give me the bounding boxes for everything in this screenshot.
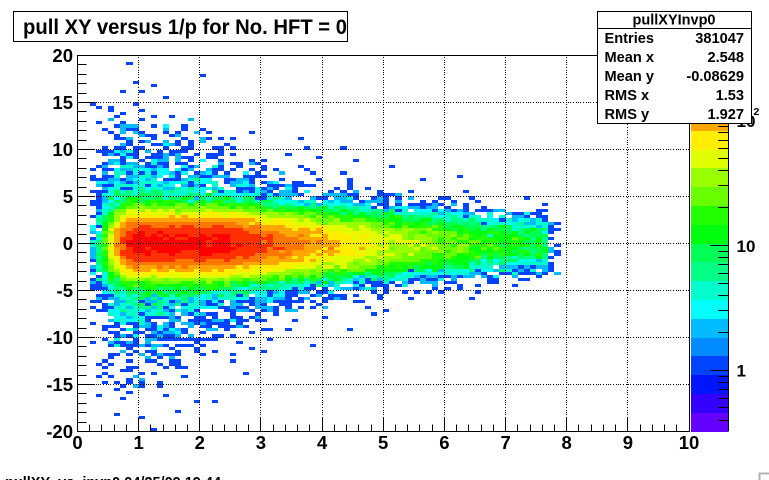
svg-text:10: 10	[52, 139, 73, 160]
svg-text:8: 8	[562, 432, 572, 453]
svg-text:Entries: Entries	[605, 31, 654, 47]
svg-text:3: 3	[256, 432, 266, 453]
svg-text:Mean y: Mean y	[605, 69, 655, 85]
svg-text:0: 0	[63, 233, 73, 254]
svg-text:-0.08629: -0.08629	[686, 69, 744, 85]
svg-text:5: 5	[378, 432, 388, 453]
svg-text:20: 20	[52, 45, 73, 66]
svg-text:1: 1	[737, 362, 746, 381]
svg-text:-15: -15	[46, 374, 73, 395]
svg-text:7: 7	[500, 432, 510, 453]
svg-text:-5: -5	[57, 280, 73, 301]
svg-text:pullXYInvp0: pullXYInvp0	[633, 13, 716, 29]
svg-text:6: 6	[439, 432, 449, 453]
svg-text:pullXY_vs_invp0 04/25/09 19.4: pullXY_vs_invp0 04/25/09 19.44	[5, 475, 221, 480]
svg-text:1: 1	[134, 432, 144, 453]
svg-text:2: 2	[195, 432, 205, 453]
svg-text:5: 5	[63, 186, 73, 207]
svg-text:2: 2	[754, 106, 760, 118]
svg-text:10: 10	[679, 432, 700, 453]
svg-text:2.548: 2.548	[707, 50, 744, 66]
svg-text:RMS y: RMS y	[605, 107, 650, 123]
svg-text:381047: 381047	[695, 31, 744, 47]
svg-text:Mean x: Mean x	[605, 50, 655, 66]
svg-text:4: 4	[317, 432, 328, 453]
svg-text:-10: -10	[46, 327, 73, 348]
svg-text:RMS x: RMS x	[605, 88, 650, 104]
svg-text:9: 9	[623, 432, 633, 453]
svg-text:pull XY versus 1/p for No. HFT: pull XY versus 1/p for No. HFT = 0	[23, 16, 347, 39]
svg-text:1.927: 1.927	[707, 107, 744, 123]
svg-text:1.53: 1.53	[716, 88, 744, 104]
svg-text:0: 0	[72, 432, 82, 453]
svg-text:-20: -20	[46, 421, 73, 442]
svg-text:10: 10	[737, 237, 756, 256]
svg-text:15: 15	[52, 92, 73, 113]
